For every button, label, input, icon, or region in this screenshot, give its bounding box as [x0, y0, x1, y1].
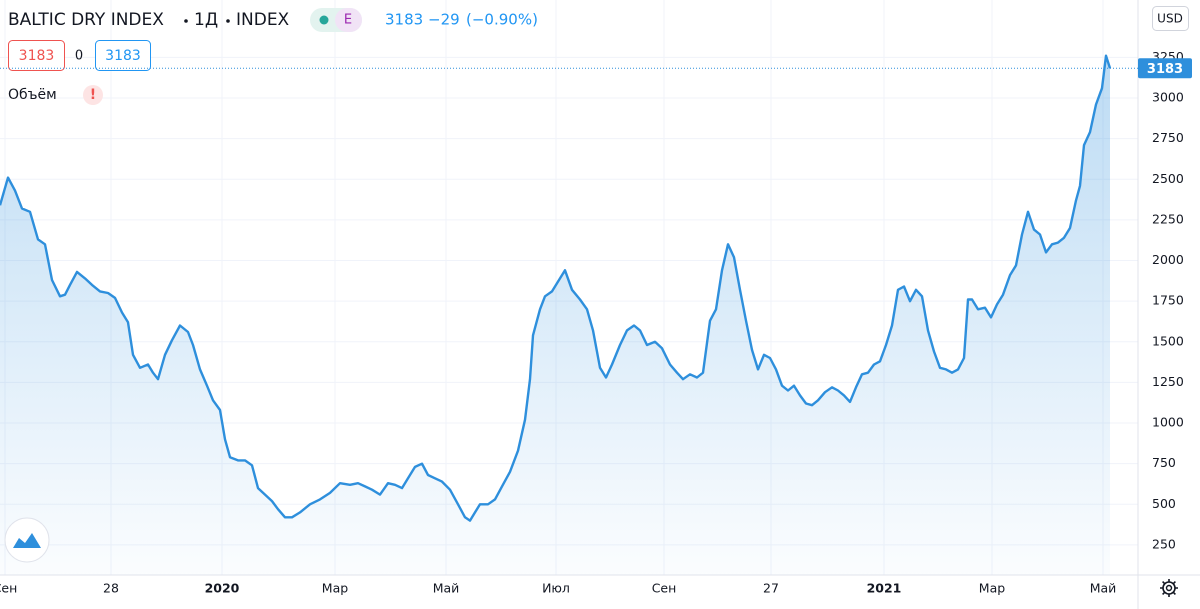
y-tick-label: 1000 [1152, 415, 1184, 430]
y-tick-label: 750 [1152, 455, 1176, 470]
interval: 1Д [194, 10, 218, 30]
y-tick-label: 2250 [1152, 211, 1184, 226]
last-price-box [1138, 58, 1192, 79]
change-percent: (−0.90%) [466, 11, 538, 29]
x-tick-label: Сен [652, 581, 677, 596]
x-tick-label: Июл [542, 581, 570, 596]
currency-box[interactable] [1152, 6, 1189, 31]
market-status-dot [319, 15, 329, 25]
separator [184, 19, 188, 23]
y-tick-label: 1750 [1152, 293, 1184, 308]
ask-box[interactable] [95, 40, 151, 71]
y-tick-label: 3000 [1152, 90, 1184, 105]
change: −29 [428, 11, 460, 29]
ask-price: 3183 [105, 48, 141, 64]
symbol-title: BALTIC DRY INDEX [8, 10, 164, 30]
logo-icon [13, 533, 41, 548]
badge: E [344, 13, 352, 28]
separator [226, 19, 230, 23]
bid-box[interactable] [8, 40, 65, 71]
y-tick-label: 2500 [1152, 171, 1184, 186]
axes: 250 500 750 1000 1250 1500 1750 2000 2250 2500 275… [0, 49, 1184, 596]
plot [0, 54, 1112, 575]
y-tick-label: 2750 [1152, 130, 1184, 145]
area [0, 55, 1110, 575]
y-tick-label: 250 [1152, 536, 1176, 551]
last-price: 3183 [385, 11, 423, 29]
y-tick-label: 1500 [1152, 333, 1184, 348]
volume-alert-bg[interactable] [83, 85, 103, 105]
bid-price: 3183 [19, 48, 55, 64]
last-price-label: 3183 [1147, 62, 1183, 77]
x-tick-label: 2021 [867, 581, 902, 596]
volume-label: Объём [8, 87, 57, 103]
x-tick-label: 28 [103, 581, 119, 596]
x-tick-label: 27 [763, 581, 779, 596]
exchange: INDEX [236, 10, 290, 30]
price-line [0, 54, 1112, 522]
x-tick-label: 2020 [205, 581, 240, 596]
spread: 0 [75, 49, 83, 64]
y-tick-label: 500 [1152, 496, 1176, 511]
x-tick-label: Сен [0, 581, 17, 596]
x-tick-label: Мар [322, 581, 348, 596]
settings-icon[interactable] [1160, 579, 1178, 597]
y-tick-label: 1250 [1152, 374, 1184, 389]
currency: USD [1157, 12, 1183, 26]
x-tick-label: Май [433, 581, 460, 596]
x-tick-label: Май [1090, 581, 1117, 596]
badge-bg [335, 8, 362, 32]
x-tick-label: Мар [979, 581, 1005, 596]
y-tick-label: 2000 [1152, 252, 1184, 267]
logo[interactable] [4, 517, 50, 563]
volume-alert: ! [90, 87, 96, 103]
